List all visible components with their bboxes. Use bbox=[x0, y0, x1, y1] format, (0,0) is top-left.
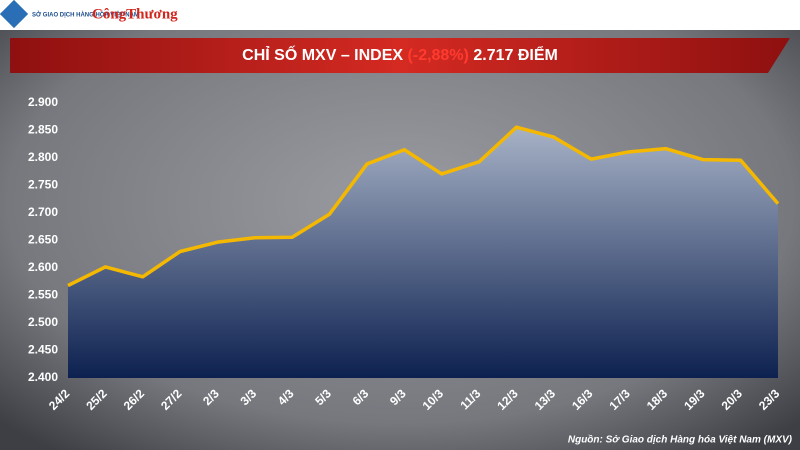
source: Nguồn: Sở Giao dịch Hàng hóa Việt Nam (M… bbox=[568, 434, 793, 446]
logo-icon bbox=[0, 0, 29, 29]
y-tick-label: 2.500 bbox=[28, 315, 58, 329]
title-change: (-2,88%) bbox=[408, 47, 469, 64]
y-tick-label: 2.800 bbox=[28, 150, 58, 164]
chart-title: CHỈ SỐ MXV – INDEX (-2,88%) 2.717 ĐIỂM bbox=[242, 44, 558, 64]
y-tick-label: 2.400 bbox=[28, 370, 58, 384]
title-main: CHỈ SỐ MXV – INDEX bbox=[242, 44, 403, 64]
y-tick-label: 2.750 bbox=[28, 178, 58, 192]
y-tick-label: 2.900 bbox=[28, 95, 58, 109]
plot: 2.400 2.450 2.500 2.550 2.600 2.650 2.700 2.750… bbox=[28, 95, 783, 413]
title-band bbox=[10, 38, 790, 73]
y-tick-label: 2.450 bbox=[28, 343, 58, 357]
area bbox=[68, 127, 778, 378]
org-name: SỞ GIAO DỊCH HÀNG HÓA VIỆT NAM bbox=[32, 11, 139, 19]
line bbox=[67, 125, 780, 288]
y-tick-label: 2.600 bbox=[28, 260, 58, 274]
y-tick-label: 2.550 bbox=[28, 288, 58, 302]
y-tick-label: 2.650 bbox=[28, 233, 58, 247]
title-level: 2.717 ĐIỂM bbox=[473, 45, 557, 64]
y-tick-label: 2.850 bbox=[28, 123, 58, 137]
y-tick-label: 2.700 bbox=[28, 205, 58, 219]
header-strip bbox=[0, 0, 800, 30]
brand: CôngThương bbox=[92, 6, 178, 22]
